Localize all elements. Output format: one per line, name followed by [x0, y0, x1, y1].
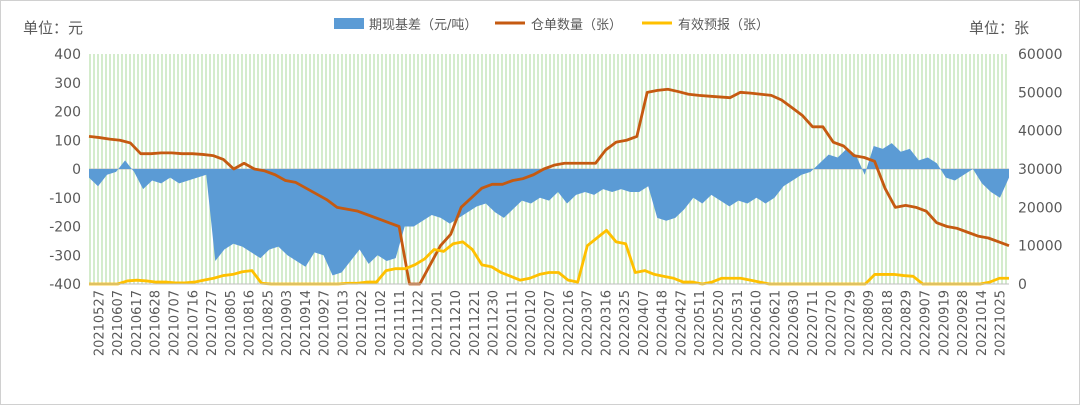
x-axis-tick-label: 20221025 [994, 290, 1009, 356]
x-axis-tick-label: 20210903 [280, 290, 295, 356]
x-axis-tick-label: 20210607 [111, 290, 126, 356]
left-axis-tick-label: -300 [49, 248, 81, 264]
right-unit-label: 单位：张 [969, 19, 1029, 37]
x-axis-tick-label: 20211221 [468, 290, 483, 356]
x-axis-tick-label: 20210707 [168, 290, 183, 356]
right-axis-tick-label: 20000 [1018, 200, 1063, 216]
x-axis-tick-label: 20210914 [299, 290, 314, 356]
right-axis-tick-label: 60000 [1018, 47, 1063, 63]
x-axis-tick-label: 20220216 [562, 290, 577, 356]
legend: 期现基差（元/吨） 仓单数量（张） 有效预报（张） [334, 18, 769, 33]
x-axis-tick-label: 20220111 [505, 290, 520, 356]
x-axis-tick-label: 20210816 [243, 290, 258, 356]
x-axis-tick-label: 20211230 [487, 290, 502, 356]
x-axis-tick-label: 20210617 [130, 290, 145, 356]
x-axis-ticks: 20210527 20210607 20210617 20210628 20210707… [92, 290, 1008, 356]
x-axis-tick-label: 20221014 [975, 290, 990, 356]
x-axis-tick-label: 20220621 [768, 290, 783, 356]
right-axis-ticks: 60000 50000 40000 30000 20000 10000 0 [1018, 47, 1063, 293]
basis-area [89, 143, 1009, 276]
x-axis-tick-label: 20210805 [224, 290, 239, 356]
x-axis-tick-label: 20220630 [787, 290, 802, 356]
x-axis-tick-label: 20220711 [806, 290, 821, 356]
legend-label-warehouse: 仓单数量（张） [531, 18, 622, 33]
x-axis-tick-label: 20210825 [261, 290, 276, 356]
left-unit-label: 单位：元 [23, 19, 83, 37]
right-axis-tick-label: 30000 [1018, 162, 1063, 178]
x-axis-tick-label: 20220818 [881, 290, 896, 356]
left-axis-tick-label: -100 [49, 191, 81, 207]
legend-label-basis: 期现基差（元/吨） [369, 18, 477, 33]
x-axis-tick-label: 20220427 [674, 290, 689, 356]
left-axis-tick-label: 400 [54, 47, 81, 63]
legend-item-forecast: 有效预报（张） [642, 18, 769, 33]
x-axis-tick-label: 20210628 [149, 290, 164, 356]
x-axis-tick-label: 20211102 [374, 290, 389, 356]
x-axis-tick-label: 20220919 [937, 290, 952, 356]
x-axis-tick-label: 20211111 [393, 290, 408, 356]
x-axis-tick-label: 20210727 [205, 290, 220, 356]
right-axis-tick-label: 0 [1018, 277, 1027, 293]
x-axis-tick-label: 20220307 [581, 290, 596, 356]
x-axis-tick-label: 20210527 [92, 290, 107, 356]
x-axis-tick-label: 20220928 [956, 290, 971, 356]
x-axis-tick-label: 20210716 [186, 290, 201, 356]
x-axis-tick-label: 20211013 [337, 290, 352, 356]
left-axis-tick-label: -400 [49, 277, 81, 293]
legend-label-forecast: 有效预报（张） [678, 18, 769, 33]
legend-item-warehouse: 仓单数量（张） [495, 18, 622, 33]
legend-item-basis: 期现基差（元/吨） [334, 18, 477, 33]
right-axis-tick-label: 10000 [1018, 239, 1063, 255]
x-axis-tick-label: 20220511 [693, 290, 708, 356]
x-axis-tick-label: 20211022 [355, 290, 370, 356]
x-axis-tick-label: 20220907 [919, 290, 934, 356]
x-axis-tick-label: 20220418 [656, 290, 671, 356]
left-axis-tick-label: 0 [72, 162, 81, 178]
basis-warehouse-chart: 单位：元 单位：张 期现基差（元/吨） 仓单数量（张） 有效预报（张） 400 3… [23, 18, 1063, 356]
x-axis-tick-label: 20210927 [318, 290, 333, 356]
x-axis-tick-label: 20220520 [712, 290, 727, 356]
right-axis-tick-label: 40000 [1018, 124, 1063, 140]
x-axis-tick-label: 20220207 [543, 290, 558, 356]
x-axis-tick-label: 20220407 [637, 290, 652, 356]
left-axis-tick-label: 300 [54, 76, 81, 92]
x-axis-tick-label: 20220610 [750, 290, 765, 356]
x-axis-tick-label: 20220531 [731, 290, 746, 356]
x-axis-tick-label: 20211122 [412, 290, 427, 356]
x-axis-tick-label: 20220729 [843, 290, 858, 356]
x-axis-tick-label: 20220829 [900, 290, 915, 356]
left-axis-tick-label: 200 [54, 105, 81, 121]
warehouse-receipts-line [88, 87, 1010, 286]
left-axis-ticks: 400 300 200 100 0 -100 -200 -300 -400 [49, 47, 81, 293]
x-axis-tick-label: 20220316 [599, 290, 614, 356]
left-axis-tick-label: -200 [49, 220, 81, 236]
right-axis-tick-label: 50000 [1018, 85, 1063, 101]
x-axis-tick-label: 20211210 [449, 290, 464, 356]
x-axis-tick-label: 20220120 [524, 290, 539, 356]
x-axis-tick-label: 20220325 [618, 290, 633, 356]
legend-swatch-basis [334, 18, 364, 29]
x-axis-tick-label: 20220809 [862, 290, 877, 356]
x-axis-tick-label: 20211201 [430, 290, 445, 356]
chart-frame: 单位：元 单位：张 期现基差（元/吨） 仓单数量（张） 有效预报（张） 400 3… [0, 0, 1080, 405]
x-axis-tick-label: 20220720 [825, 290, 840, 356]
left-axis-tick-label: 100 [54, 133, 81, 149]
